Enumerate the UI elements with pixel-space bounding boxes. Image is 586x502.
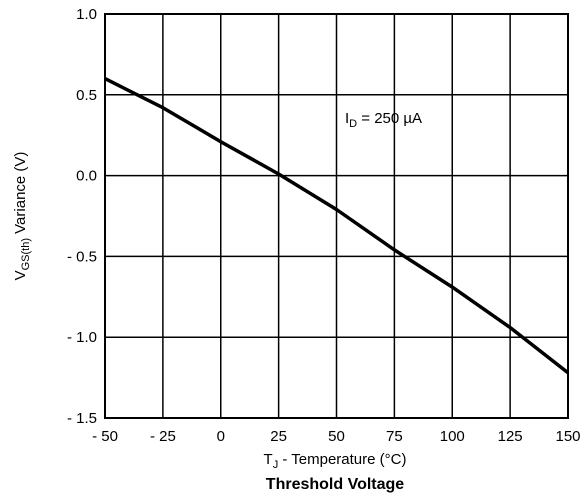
y-tick-label: 1.0 (76, 6, 97, 23)
x-tick-label: 0 (217, 428, 225, 445)
y-tick-label: 0.0 (76, 168, 97, 185)
x-tick-label: 25 (270, 428, 287, 445)
x-tick-label: 150 (555, 428, 580, 445)
x-tick-labels: - 50 - 25 0 25 50 75 100 125 150 (92, 428, 580, 445)
y-tick-label: - 1.0 (67, 329, 97, 346)
x-axis-label: TJ - Temperature (°C) (264, 451, 407, 471)
x-tick-label: 100 (440, 428, 465, 445)
grid-lines (104, 13, 569, 419)
current-annotation: ID = 250 µA (345, 110, 422, 130)
y-tick-label: - 0.5 (67, 248, 97, 265)
plot-frame (104, 13, 569, 419)
x-tick-label: - 25 (150, 428, 176, 445)
y-axis-label: VGS(th) Variance (V) (12, 152, 32, 281)
y-tick-label: 0.5 (76, 87, 97, 104)
x-tick-label: - 50 (92, 428, 118, 445)
series-line (104, 77, 570, 375)
y-tick-labels: 1.0 0.5 0.0 - 0.5 - 1.0 - 1.5 (67, 6, 97, 427)
x-tick-label: 75 (386, 428, 403, 445)
chart-title: Threshold Voltage (266, 476, 404, 493)
x-tick-label: 125 (498, 428, 523, 445)
x-tick-label: 50 (328, 428, 345, 445)
y-tick-label: - 1.5 (67, 410, 97, 427)
